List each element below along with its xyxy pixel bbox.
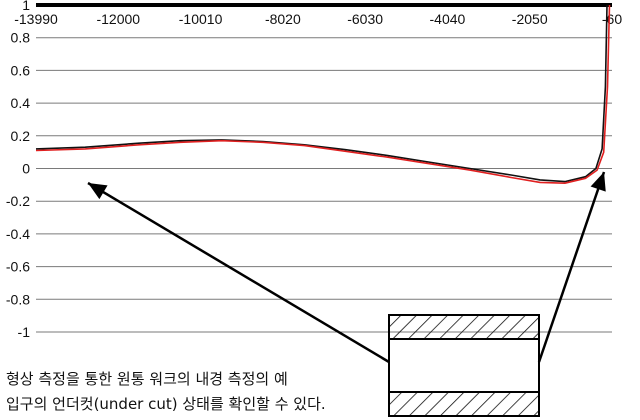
y-tick-label: 0.2 [11, 128, 31, 144]
diagram-lower-wall [388, 391, 540, 417]
series-line-2 [35, 4, 611, 184]
x-tick-label: -13990 [14, 11, 58, 27]
arrow-right-shaft [537, 171, 606, 363]
caption-line-1: 형상 측정을 통한 원통 워크의 내경 측정의 예 [6, 370, 288, 388]
series-line-1 [35, 4, 608, 183]
y-tick-label: -0.4 [6, 226, 30, 242]
y-tick-label: 0 [22, 161, 30, 177]
x-tick-label: -2050 [512, 11, 548, 27]
x-tick-label: -4040 [430, 11, 466, 27]
y-tick-label: 1 [22, 0, 30, 13]
x-tick-label: -10010 [179, 11, 223, 27]
arrow-left-head [88, 183, 108, 200]
x-tick-label: -60 [602, 11, 622, 27]
y-tick-label: -1 [18, 324, 31, 340]
y-tick-label: -0.6 [6, 259, 30, 275]
arrow-left-shaft [87, 181, 390, 364]
x-tick-label: -12000 [96, 11, 140, 27]
x-tick-label: -6030 [347, 11, 383, 27]
y-tick-label: -0.2 [6, 193, 30, 209]
diagram-upper-wall [388, 314, 540, 340]
arrow-right-head [590, 172, 606, 192]
caption-line-2: 입구의 언더컷(under cut) 상태를 확인할 수 있다. [6, 395, 326, 413]
y-tick-label: 0.8 [11, 30, 31, 46]
y-tick-label: 0.4 [11, 95, 31, 111]
diagram-bore [388, 338, 540, 393]
y-tick-label: -0.8 [6, 291, 30, 307]
y-tick-label: 0.6 [11, 62, 31, 78]
x-tick-label: -8020 [265, 11, 301, 27]
